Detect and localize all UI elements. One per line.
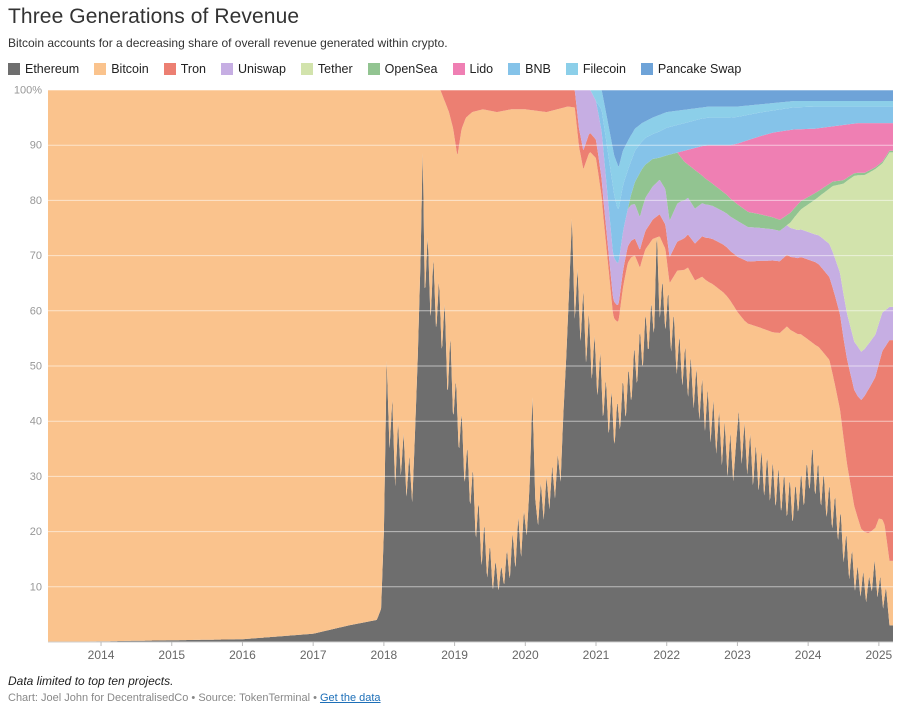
get-data-link[interactable]: Get the data [319,692,381,704]
legend-item-lido: Lido [452,62,494,76]
legend-item-ethereum: Ethereum [8,62,79,76]
legend-label-opensea: OpenSea [384,62,438,76]
x-axis-label-2020: 2020 [512,648,539,662]
legend-label-lido: Lido [469,62,494,76]
legend-item-bnb: BNB [508,62,551,76]
revenue-stacked-area-chart: 100% 90 80 70 60 50 40 30 20 10 2014 2015 2016 2017 20… [14,85,893,662]
credit-text: Chart: Joel John for DecentralisedCo • S… [8,692,320,704]
x-axis-label-2015: 2015 [158,648,185,662]
y-axis-label-80: 80 [30,195,42,207]
legend-label-ethereum: Ethereum [25,62,80,76]
x-axis-label-2018: 2018 [371,648,398,662]
area-series-bnb [48,90,893,263]
y-axis-label-70: 70 [30,250,42,262]
legend-swatch-uniswap [220,63,233,75]
x-axis-label-2023: 2023 [724,648,751,662]
chart-subtitle: Bitcoin accounts for a decreasing share … [8,36,448,50]
area-series-lido [48,90,893,263]
legend-swatch-lido [452,63,465,75]
legend-label-tron: Tron [180,62,206,76]
credit-line: Chart: Joel John for DecentralisedCo • S… [8,692,900,704]
legend-swatch-ethereum [8,63,20,75]
legend-swatch-bitcoin [94,63,107,75]
x-axis-label-2016: 2016 [229,648,256,662]
y-axis-label-50: 50 [30,361,42,373]
y-axis-label-30: 30 [30,471,42,483]
legend-item-tether: Tether [300,62,353,76]
legend-item-opensea: OpenSea [367,62,438,76]
legend-item-filecoin: Filecoin [565,62,626,76]
legend-item-pancake-swap: Pancake Swap [640,62,742,76]
x-axis-label-2022: 2022 [653,648,680,662]
legend-swatch-tron [163,63,176,75]
legend-item-uniswap: Uniswap [220,62,286,76]
legend-item-bitcoin: Bitcoin [94,62,149,76]
x-axis-label-2014: 2014 [88,648,115,662]
legend-label-filecoin: Filecoin [582,62,626,76]
legend-label-uniswap: Uniswap [237,62,286,76]
legend-label-tether: Tether [317,62,353,76]
y-axis-label-40: 40 [30,416,42,428]
x-axis-label-2019: 2019 [441,648,468,662]
area-series-filecoin [48,90,893,209]
x-axis-label-2025: 2025 [866,648,893,662]
legend-item-tron: Tron [163,62,206,76]
y-axis-label-10: 10 [30,581,42,593]
legend-swatch-opensea [367,63,380,75]
legend-label-bnb: BNB [525,62,551,76]
y-axis-label-60: 60 [30,305,42,317]
legend-swatch-pancake-swap [640,63,653,75]
chart-title: Three Generations of Revenue [8,5,300,28]
area-series-pancake-swap [48,90,893,167]
area-series-uniswap [48,90,893,400]
y-axis-label-90: 90 [30,140,42,152]
legend-swatch-bnb [508,63,521,75]
legend: Ethereum Bitcoin Tron Uniswap Tether OpenSea L… [8,62,900,76]
x-axis-label-2021: 2021 [583,648,610,662]
legend-label-bitcoin: Bitcoin [111,62,149,76]
y-axis-label-20: 20 [30,526,42,538]
legend-swatch-filecoin [565,63,578,75]
footnote: Data limited to top ten projects. [8,674,174,688]
x-axis-label-2024: 2024 [795,648,822,662]
area-series-ethereum [48,153,893,642]
legend-label-pancake-swap: Pancake Swap [657,62,742,76]
x-axis-label-2017: 2017 [300,648,327,662]
legend-swatch-tether [300,63,313,75]
y-axis-label-100: 100% [14,85,42,97]
